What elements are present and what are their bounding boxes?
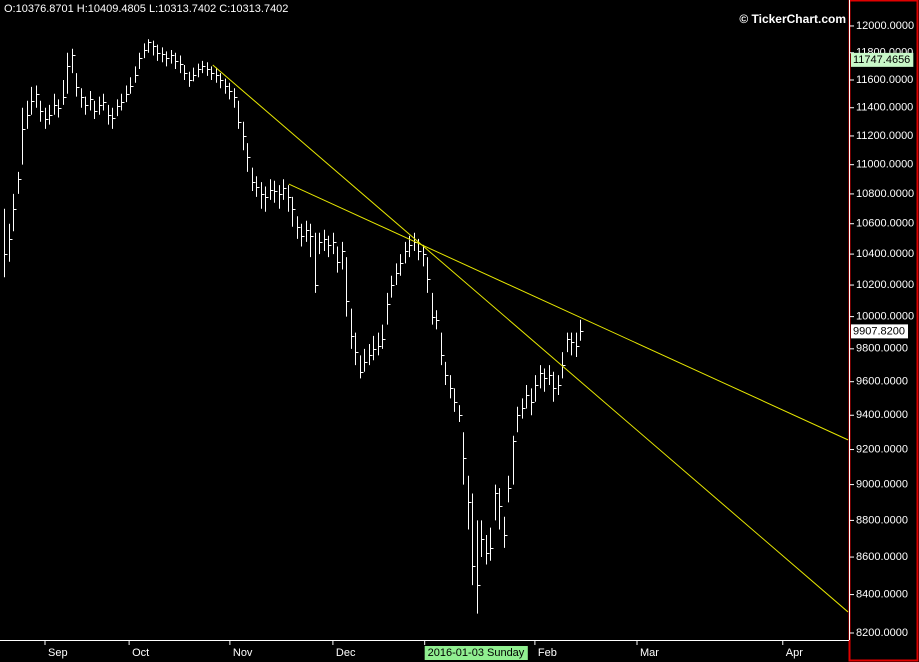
y-tick-label: 10400.0000 bbox=[856, 248, 914, 260]
y-tick-label: 11600.0000 bbox=[856, 74, 913, 86]
x-tick-label: Sep bbox=[48, 647, 68, 659]
price-label: 9907.8200 bbox=[853, 325, 905, 337]
x-tick-label: Nov bbox=[233, 647, 253, 659]
trend-line bbox=[212, 64, 849, 613]
x-tick-label: Oct bbox=[132, 647, 149, 659]
y-tick-label: 12000.0000 bbox=[856, 20, 914, 32]
watermark: © TickerChart.com bbox=[739, 12, 846, 26]
x-tick-label: Apr bbox=[786, 647, 803, 659]
y-tick-label: 10000.0000 bbox=[856, 311, 914, 323]
x-tick-label: 2016-01-03 Sunday bbox=[428, 647, 525, 659]
y-tick-label: 9200.0000 bbox=[856, 443, 908, 455]
y-tick-label: 11200.0000 bbox=[856, 130, 913, 142]
y-tick-label: 10600.0000 bbox=[856, 218, 914, 230]
y-tick-label: 10200.0000 bbox=[856, 279, 914, 291]
y-tick-label: 11400.0000 bbox=[856, 102, 913, 114]
ohlc-header: O:10376.8701 H:10409.4805 L:10313.7402 C… bbox=[4, 3, 288, 15]
y-tick-label: 11000.0000 bbox=[856, 159, 913, 171]
x-tick-label: Feb bbox=[538, 647, 557, 659]
y-tick-label: 9800.0000 bbox=[856, 343, 908, 355]
y-tick-label: 8200.0000 bbox=[856, 627, 908, 639]
y-tick-label: 8600.0000 bbox=[856, 551, 908, 563]
y-tick-label: 10800.0000 bbox=[856, 188, 914, 200]
y-tick-label: 8400.0000 bbox=[856, 588, 908, 600]
price-label-box bbox=[851, 52, 914, 67]
price-label-box bbox=[851, 324, 908, 339]
date-label-box bbox=[424, 646, 528, 660]
y-tick-label: 8800.0000 bbox=[856, 514, 908, 526]
y-tick-label: 9600.0000 bbox=[856, 376, 908, 388]
x-tick-label: Dec bbox=[336, 647, 356, 659]
y-tick-label: 9400.0000 bbox=[856, 409, 908, 421]
y-tick-label: 9000.0000 bbox=[856, 478, 908, 490]
price-label: 11747.4656 bbox=[853, 54, 910, 66]
trend-line bbox=[288, 183, 849, 441]
x-tick-label: Mar bbox=[640, 647, 659, 659]
